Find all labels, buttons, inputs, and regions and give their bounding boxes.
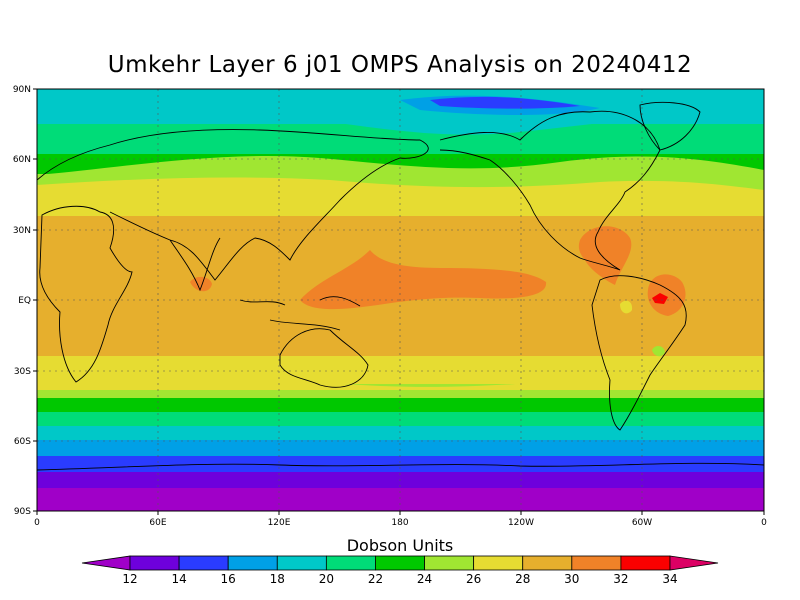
- colorbar-arrow-low: [81, 555, 131, 571]
- colorbar-level-label: 16: [221, 572, 236, 586]
- colorbar-level-label: 28: [515, 572, 530, 586]
- colorbar-swatch: [276, 555, 327, 571]
- colorbar: 12 14 16 18 20 22 24 26 28 30 32 34: [81, 555, 719, 586]
- colorbar-swatch: [620, 555, 671, 571]
- lon-label: 0: [34, 518, 40, 528]
- lon-label: 120W: [508, 518, 534, 528]
- colorbar-level-label: 34: [662, 572, 677, 586]
- colorbar-level-label: 12: [122, 572, 137, 586]
- colorbar-swatch: [227, 555, 278, 571]
- colorbar-title: Dobson Units: [346, 536, 454, 555]
- colorbar-level-label: 22: [368, 572, 383, 586]
- map-title: Umkehr Layer 6 j01 OMPS Analysis on 2024…: [107, 52, 693, 78]
- lon-label: 0: [761, 518, 767, 528]
- colorbar-swatch: [178, 555, 229, 571]
- colorbar-swatch: [325, 555, 376, 571]
- lat-label: EQ: [18, 296, 31, 306]
- colorbar-level-label: 18: [270, 572, 285, 586]
- colorbar-level-label: 32: [613, 572, 628, 586]
- colorbar-swatch: [129, 555, 180, 571]
- map-field: [37, 89, 764, 511]
- lon-label: 60W: [632, 518, 652, 528]
- colorbar-swatch: [375, 555, 425, 571]
- lat-label: 60S: [14, 437, 31, 447]
- colorbar-swatch: [571, 555, 622, 571]
- colorbar-level-label: 30: [564, 572, 579, 586]
- colorbar-level-label: 26: [466, 572, 481, 586]
- coastlines: [37, 101, 764, 471]
- colorbar-level-label: 20: [319, 572, 334, 586]
- colorbar-swatch: [473, 555, 524, 571]
- lon-label: 120E: [268, 518, 291, 528]
- lat-label: 60N: [13, 155, 31, 165]
- colorbar-swatch: [522, 555, 573, 571]
- lon-label: 180: [391, 518, 408, 528]
- lat-label: 30N: [13, 226, 31, 236]
- lon-label: 60E: [149, 518, 166, 528]
- colorbar-arrow-high: [669, 555, 719, 571]
- graticule: [37, 89, 764, 511]
- colorbar-swatch: [424, 555, 475, 571]
- colorbar-level-label: 14: [171, 572, 186, 586]
- lat-label: 30S: [14, 367, 31, 377]
- colorbar-level-label: 24: [417, 572, 432, 586]
- lat-label: 90N: [13, 85, 31, 95]
- lat-label: 90S: [14, 507, 31, 517]
